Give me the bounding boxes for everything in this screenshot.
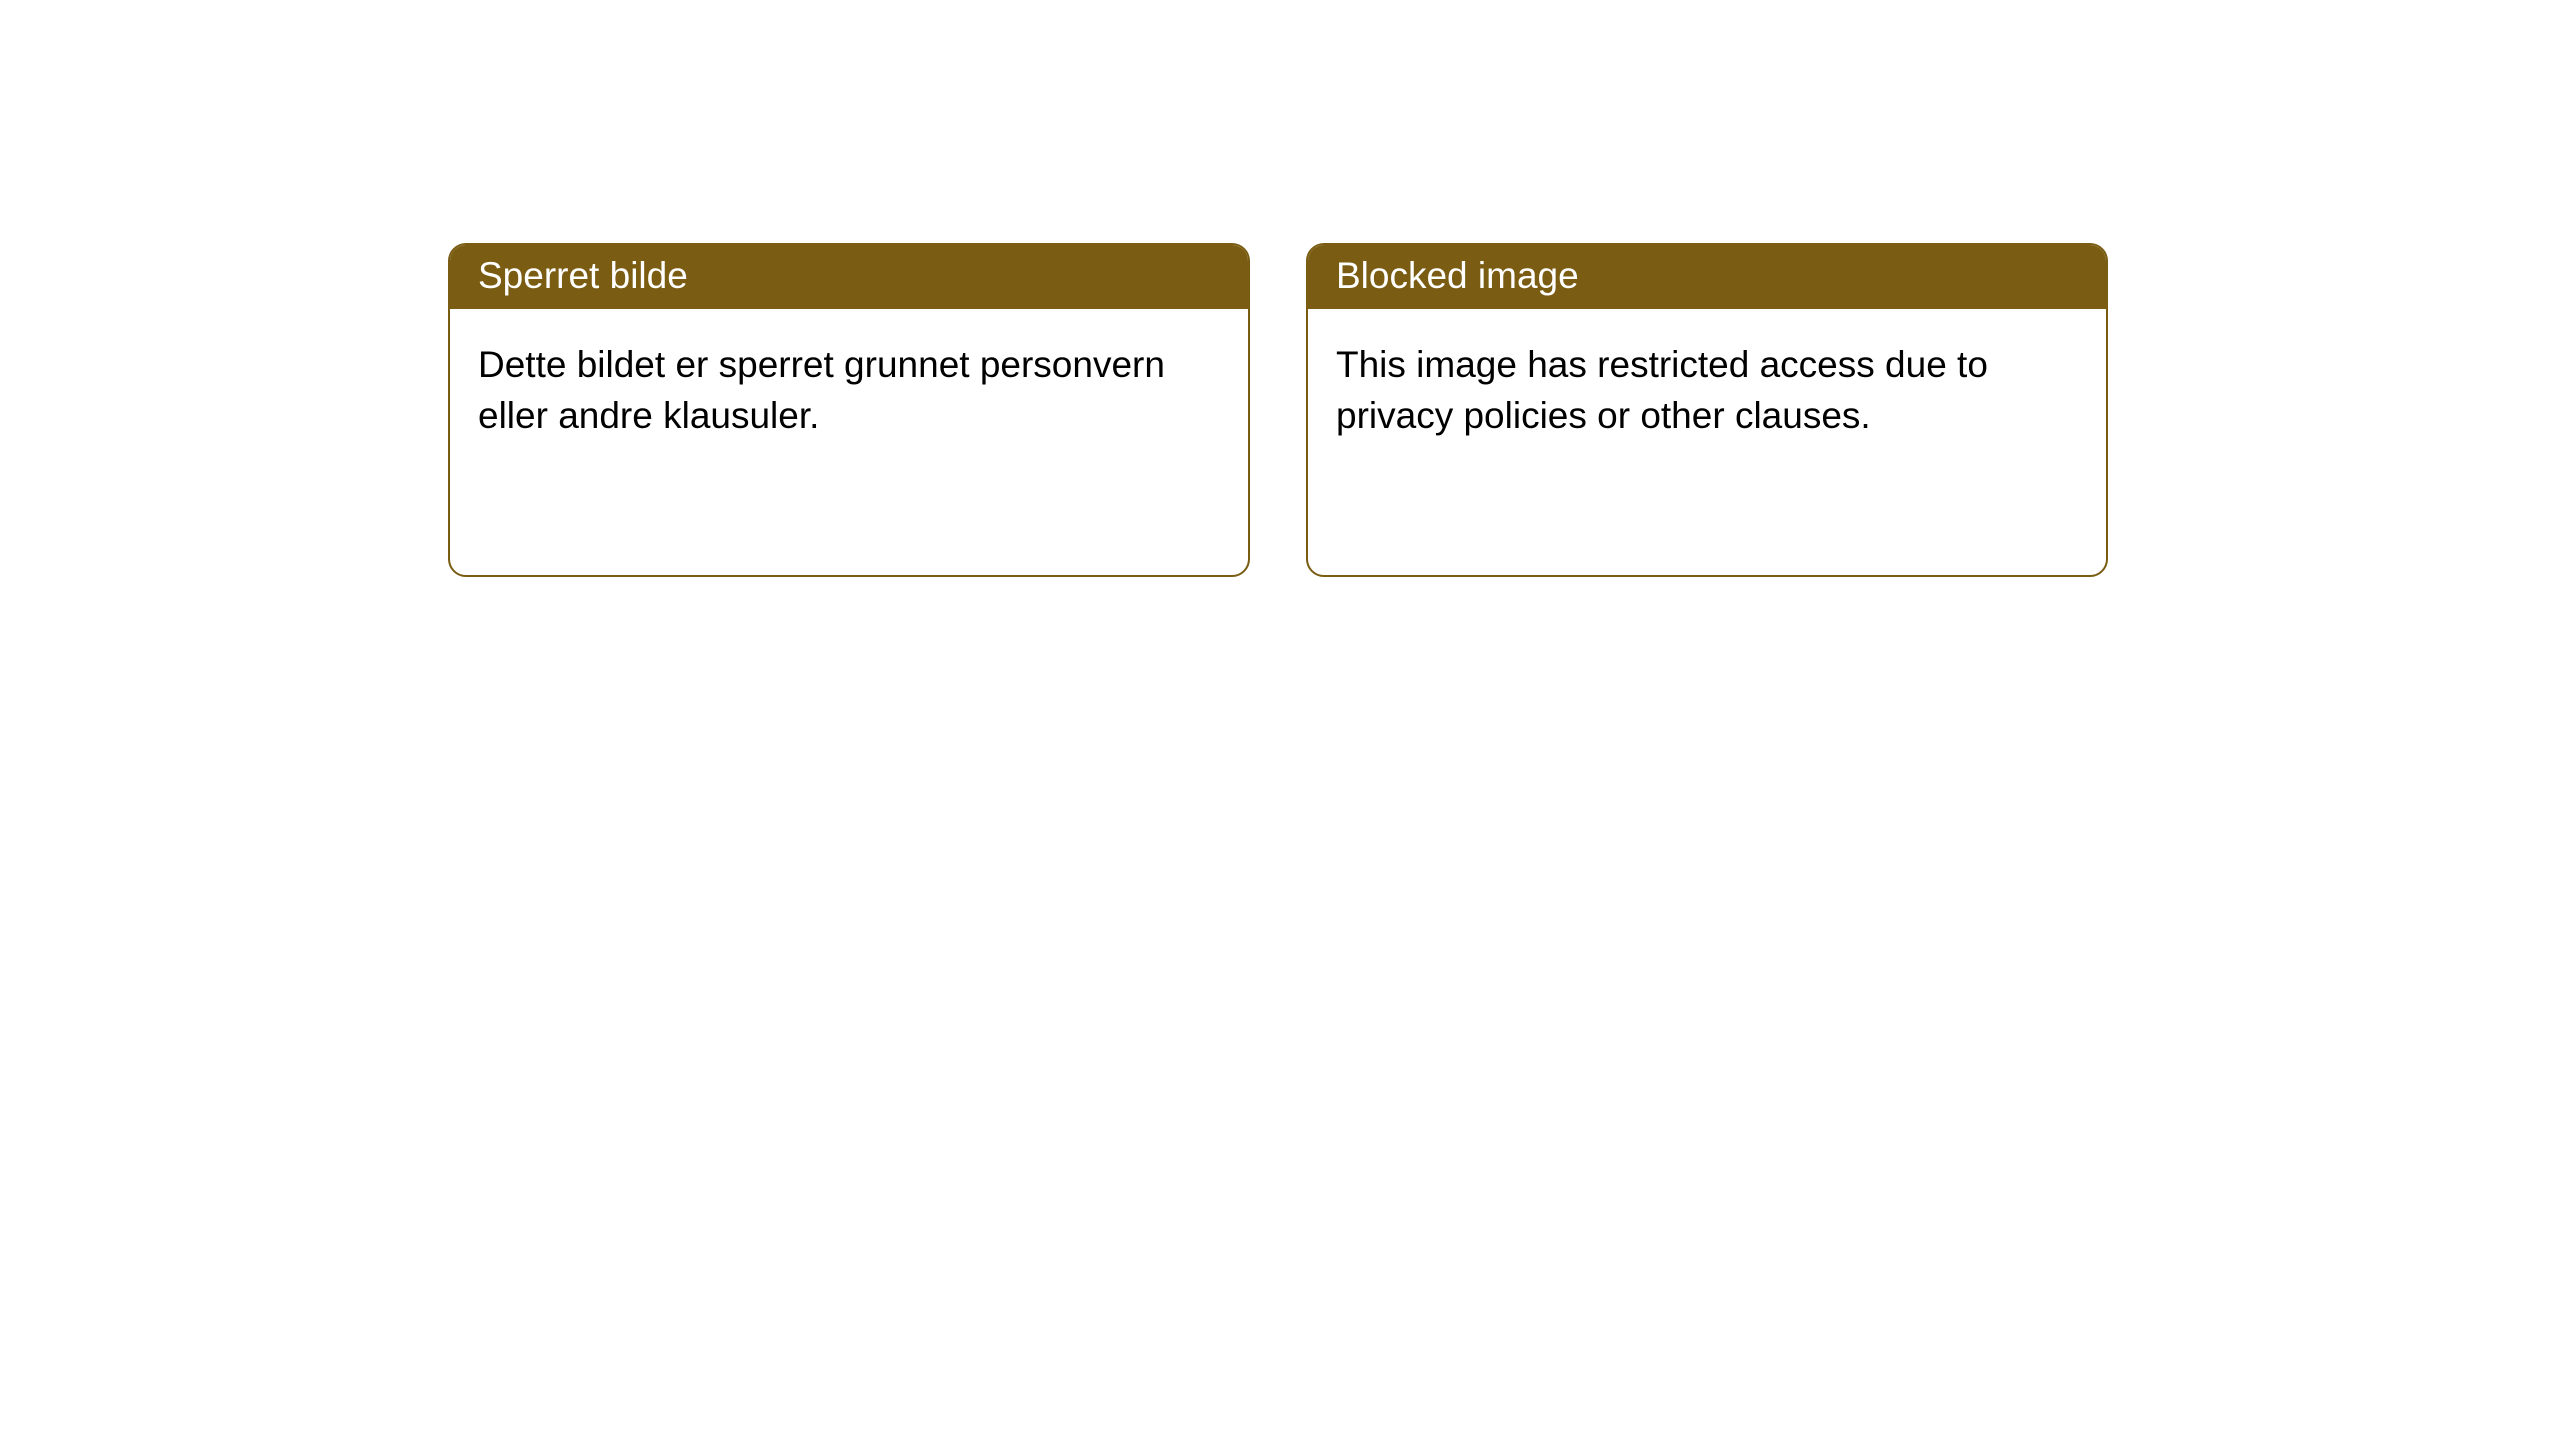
notice-title: Blocked image [1308, 245, 2106, 309]
notice-card-norwegian: Sperret bilde Dette bildet er sperret gr… [448, 243, 1250, 577]
notice-body: Dette bildet er sperret grunnet personve… [450, 309, 1248, 471]
notice-card-english: Blocked image This image has restricted … [1306, 243, 2108, 577]
notice-title: Sperret bilde [450, 245, 1248, 309]
notice-container: Sperret bilde Dette bildet er sperret gr… [0, 0, 2560, 577]
notice-body: This image has restricted access due to … [1308, 309, 2106, 471]
